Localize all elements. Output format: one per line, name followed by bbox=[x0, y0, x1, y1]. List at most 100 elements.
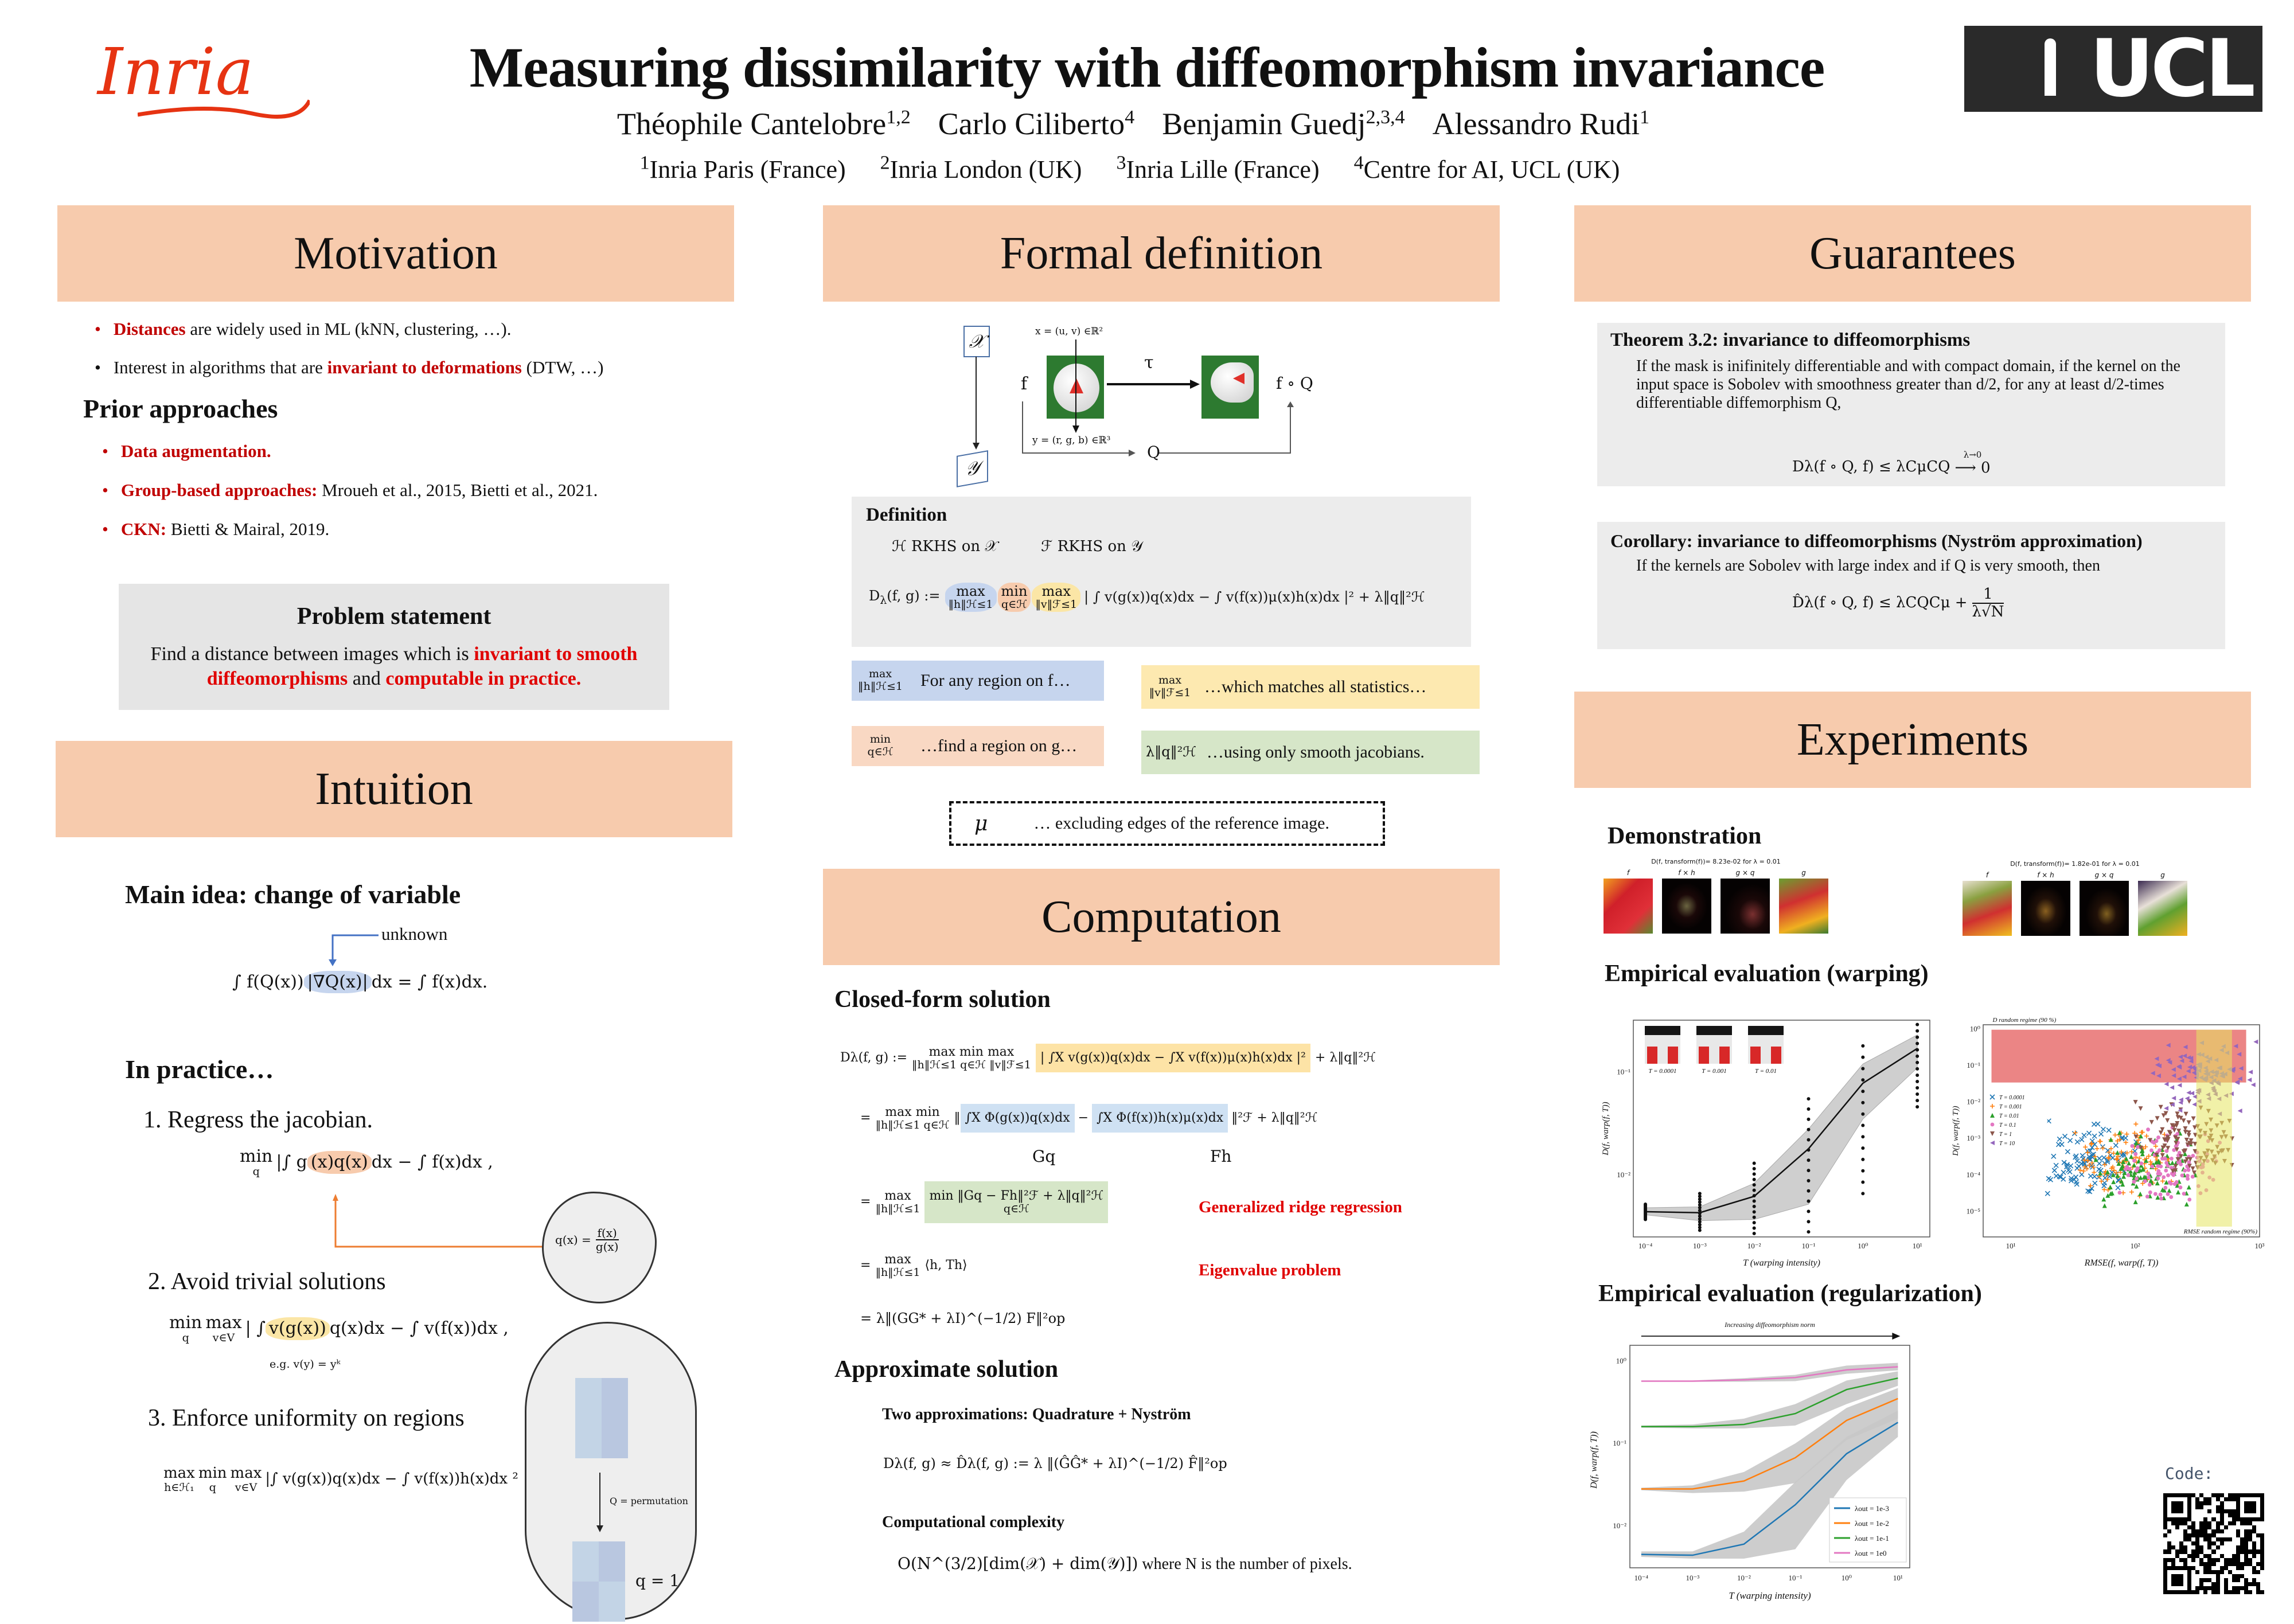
qr-module bbox=[2175, 1582, 2180, 1586]
qr-module bbox=[2171, 1541, 2176, 1546]
qr-module bbox=[2187, 1570, 2192, 1574]
qr-module bbox=[2207, 1537, 2212, 1542]
scatter-point bbox=[2115, 1138, 2120, 1143]
scatter-point bbox=[2172, 1148, 2176, 1152]
scatter-point bbox=[2096, 1155, 2102, 1161]
qr-module bbox=[2191, 1553, 2196, 1558]
qr-module bbox=[2171, 1545, 2176, 1550]
scatter-point bbox=[2141, 1174, 2147, 1180]
code-qr-icon[interactable] bbox=[2163, 1493, 2264, 1594]
scatter-point bbox=[2140, 1147, 2145, 1153]
qr-module bbox=[2179, 1557, 2184, 1562]
inria-logo: Inria bbox=[97, 40, 310, 119]
qr-module bbox=[2179, 1578, 2184, 1582]
scatter-point bbox=[2177, 1065, 2182, 1070]
scatter-point bbox=[2183, 1126, 2188, 1131]
scatter-point bbox=[2061, 1160, 2067, 1165]
qr-module bbox=[2207, 1509, 2212, 1514]
data-point bbox=[1698, 1192, 1702, 1196]
scatter-point bbox=[2073, 1174, 2079, 1180]
qr-module bbox=[2175, 1505, 2180, 1510]
qr-module bbox=[2195, 1497, 2200, 1502]
pixel-arrow-icon bbox=[1072, 339, 1079, 433]
scatter-point bbox=[2176, 1076, 2182, 1082]
f-compose-q-label: f ∘ Q bbox=[1276, 374, 1313, 393]
scatter-point bbox=[2110, 1172, 2116, 1177]
qr-module bbox=[2215, 1553, 2220, 1558]
qr-module bbox=[2191, 1578, 2196, 1582]
demo-panel: f × h bbox=[2021, 870, 2070, 936]
scatter-point bbox=[2087, 1163, 2092, 1168]
qr-module bbox=[2171, 1582, 2176, 1586]
qr-module bbox=[2167, 1557, 2172, 1562]
qr-module bbox=[2252, 1574, 2256, 1578]
qr-module bbox=[2183, 1513, 2188, 1518]
scatter-point bbox=[2148, 1178, 2153, 1183]
qr-module bbox=[2244, 1549, 2248, 1554]
qr-module bbox=[2240, 1561, 2244, 1566]
scatter-point bbox=[2192, 1102, 2197, 1107]
legend-label: T = 0.001 bbox=[1999, 1104, 2022, 1110]
qr-module bbox=[2175, 1574, 2180, 1578]
x-coordinate-label: x = (u, v) ∈ℝ² bbox=[1035, 326, 1103, 337]
prior-bullet-1: Data augmentation. bbox=[102, 440, 271, 462]
scatter-point bbox=[2082, 1158, 2087, 1163]
scatter-point bbox=[2079, 1137, 2085, 1142]
scatter-point bbox=[2081, 1133, 2087, 1138]
qr-module bbox=[2236, 1574, 2240, 1578]
qr-module bbox=[2171, 1505, 2176, 1510]
qr-module bbox=[2244, 1566, 2248, 1570]
qr-module bbox=[2252, 1509, 2256, 1514]
qr-module bbox=[2187, 1566, 2192, 1570]
qr-module bbox=[2187, 1497, 2192, 1502]
scatter-point bbox=[2164, 1161, 2169, 1165]
qr-module bbox=[2203, 1505, 2208, 1510]
qr-module bbox=[2260, 1537, 2264, 1542]
qr-module bbox=[2227, 1586, 2232, 1590]
scatter-point bbox=[2115, 1185, 2121, 1190]
qr-module bbox=[2256, 1501, 2260, 1506]
norm-arrowhead-icon bbox=[1892, 1333, 1901, 1340]
scatter-point bbox=[2192, 1094, 2198, 1099]
qr-module bbox=[2244, 1521, 2248, 1526]
qr-module bbox=[2236, 1578, 2240, 1582]
scatter-point bbox=[2192, 1149, 2198, 1154]
qr-module bbox=[2240, 1578, 2244, 1582]
qr-module bbox=[2191, 1509, 2196, 1514]
scatter-point bbox=[2111, 1151, 2116, 1156]
scatter-point bbox=[2045, 1190, 2050, 1196]
inset-pump bbox=[1771, 1047, 1781, 1064]
legend-label: λout = 1e-2 bbox=[1855, 1519, 1889, 1528]
scatter-point bbox=[2166, 1173, 2170, 1177]
scatter-point bbox=[2238, 1066, 2244, 1071]
qr-module bbox=[2215, 1566, 2220, 1570]
data-point bbox=[1861, 1123, 1865, 1127]
qr-module bbox=[2256, 1553, 2260, 1558]
qr-module bbox=[2175, 1521, 2180, 1526]
qr-module bbox=[2167, 1497, 2172, 1502]
scatter-point bbox=[2166, 1057, 2171, 1063]
qr-module bbox=[2215, 1505, 2220, 1510]
qr-module bbox=[2167, 1549, 2172, 1554]
scatter-point bbox=[2133, 1134, 2139, 1139]
scatter-point bbox=[2095, 1121, 2101, 1127]
data-point bbox=[1861, 1090, 1865, 1094]
scatter-point bbox=[2121, 1174, 2126, 1179]
qr-module bbox=[2175, 1549, 2180, 1554]
x-tick-label: 10⁻¹ bbox=[1802, 1242, 1816, 1250]
data-point bbox=[1915, 1035, 1920, 1039]
scatter-point bbox=[2114, 1170, 2119, 1176]
qr-module bbox=[2183, 1509, 2188, 1514]
data-point bbox=[1807, 1169, 1811, 1173]
qr-module bbox=[2203, 1545, 2208, 1550]
qr-module bbox=[2231, 1493, 2236, 1498]
legend-label: T = 0.01 bbox=[1999, 1113, 2019, 1119]
y-tick-label: 10⁻² bbox=[1967, 1098, 1980, 1106]
qr-module bbox=[2199, 1541, 2204, 1546]
qr-module bbox=[2223, 1566, 2228, 1570]
qr-module bbox=[2244, 1501, 2248, 1506]
qr-module bbox=[2219, 1517, 2224, 1522]
scatter-point bbox=[2183, 1130, 2188, 1135]
qr-module bbox=[2248, 1493, 2252, 1498]
scatter-point bbox=[2192, 1170, 2197, 1176]
